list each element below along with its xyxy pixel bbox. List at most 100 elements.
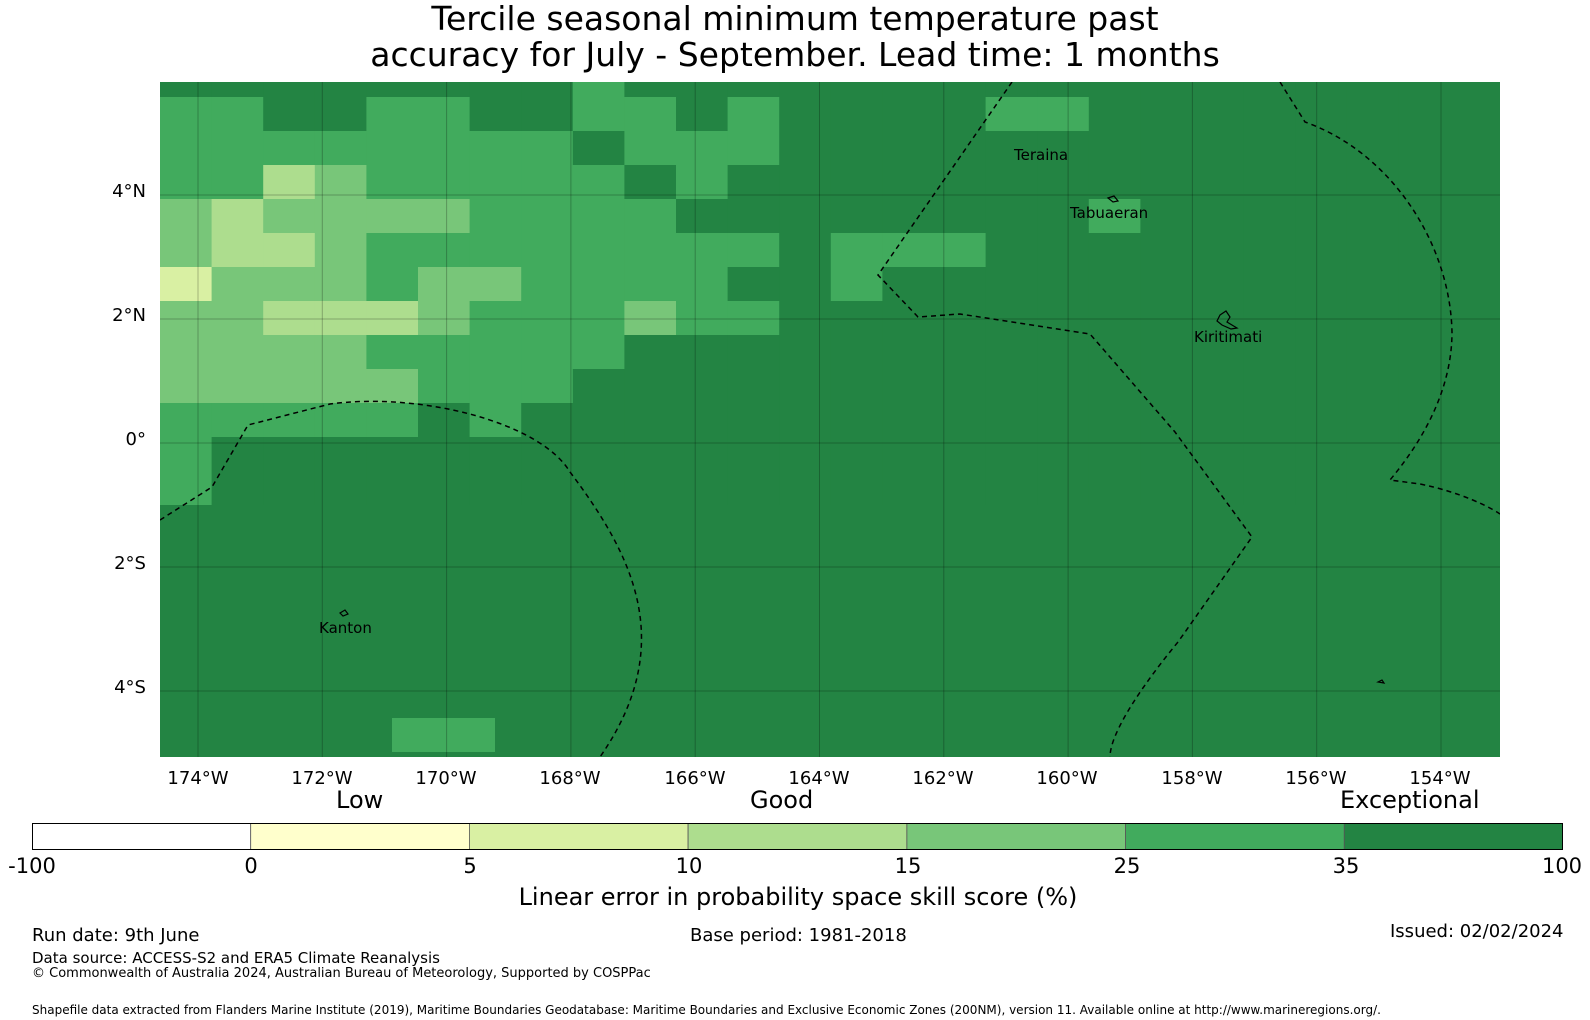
- map-grid-cell: [727, 97, 780, 132]
- map-grid-cell: [985, 335, 1038, 370]
- map-grid-cell: [1295, 437, 1348, 472]
- colorbar-segment: [32, 823, 252, 850]
- map-grid-cell: [1037, 82, 1090, 98]
- map-grid-cell: [882, 131, 935, 166]
- map-grid-cell: [830, 437, 883, 472]
- colorbar-tick-label: 0: [244, 854, 258, 878]
- map-grid-cell: [211, 267, 264, 302]
- map-grid-cell: [1037, 301, 1090, 336]
- map-grid-cell: [211, 97, 264, 132]
- eez-boundary-kiritimati: [1279, 82, 1500, 515]
- colorbar-segment: [1125, 823, 1345, 850]
- map-grid-cell: [1140, 199, 1193, 234]
- map-grid-cell: [572, 82, 625, 98]
- map-grid-cell: [211, 131, 264, 166]
- map-grid-cell: [160, 82, 213, 98]
- map-grid-cell: [160, 437, 213, 472]
- map-grid-cell: [1346, 437, 1399, 472]
- map-grid-cell: [366, 437, 419, 472]
- map-grid-cell: [366, 369, 419, 404]
- map-grid-cell: [1398, 165, 1451, 200]
- map-grid-cell: [1037, 267, 1090, 302]
- map-grid-cell: [1346, 131, 1399, 166]
- map-grid-cell: [469, 165, 522, 200]
- map-grid-cell: [418, 335, 471, 370]
- map-grid-cell: [934, 369, 987, 404]
- map-grid-cell: [1192, 165, 1245, 200]
- map-grid-cell: [985, 369, 1038, 404]
- map-grid-cell: [1140, 471, 1193, 506]
- place-label-kiritimati: Kiritimati: [1194, 328, 1262, 346]
- map-grid-cell: [314, 165, 367, 200]
- map-grid-cell: [160, 267, 213, 302]
- map-grid-cell: [1037, 335, 1090, 370]
- base-period: Base period: 1981-2018: [690, 925, 907, 946]
- map-grid-cell: [211, 403, 264, 438]
- map-grid-cell: [934, 403, 987, 438]
- colorbar-segment: [250, 823, 470, 850]
- map-grid-cell: [1243, 437, 1296, 472]
- map-grid-cell: [1295, 97, 1348, 132]
- map-grid-cell: [882, 233, 935, 268]
- map-grid-cell: [1346, 199, 1399, 234]
- map-grid-cell: [521, 267, 574, 302]
- colorbar-tick-label: 15: [894, 854, 922, 878]
- issued-date: Issued: 02/02/2024: [1390, 921, 1564, 942]
- map-grid-cell: [1192, 369, 1245, 404]
- map-grid-cell: [211, 437, 264, 472]
- map-grid-cell: [1450, 471, 1500, 506]
- map-grid-cell: [830, 369, 883, 404]
- colorbar-border: [32, 823, 1563, 850]
- map-grid-cell: [263, 82, 316, 98]
- map-grid-cell: [160, 97, 213, 132]
- map-grid-cell: [418, 131, 471, 166]
- map-grid-cell: [830, 335, 883, 370]
- map-grid-cell: [934, 335, 987, 370]
- map-grid-cell: [727, 403, 780, 438]
- map-grid-cell: [1346, 335, 1399, 370]
- map-grid-cell: [469, 335, 522, 370]
- map-grid-cell: [1088, 301, 1141, 336]
- map-grid-cell: [572, 267, 625, 302]
- map-grid-cell: [1243, 403, 1296, 438]
- map-grid-cell: [1450, 165, 1500, 200]
- map-grid-cell: [366, 97, 419, 132]
- colorbar-tick-label: 100: [1541, 854, 1583, 878]
- map-grid-cell: [1243, 471, 1296, 506]
- map-grid-cell: [366, 335, 419, 370]
- map-grid-cell: [1088, 369, 1141, 404]
- map-grid-cell: [366, 131, 419, 166]
- map-grid-cell: [314, 199, 367, 234]
- map-grid-cell: [263, 403, 316, 438]
- map-grid-cell: [624, 165, 677, 200]
- map-grid-cell: [160, 199, 213, 234]
- map-grid-cell: [1450, 369, 1500, 404]
- map-grid-cell: [1037, 131, 1090, 166]
- map-grid-cell: [521, 335, 574, 370]
- map-grid-cell: [1088, 437, 1141, 472]
- map-grid-cell: [314, 131, 367, 166]
- map-grid-cell: [572, 437, 625, 472]
- map-grid-cell: [1088, 97, 1141, 132]
- map-grid-cell: [624, 471, 677, 506]
- colorbar-tick-label: 35: [1332, 854, 1360, 878]
- map-grid-cell: [1140, 267, 1193, 302]
- colorbar: [32, 823, 1563, 850]
- map-grid-cell: [469, 199, 522, 234]
- teraina-outline: [1106, 195, 1120, 203]
- map-grid-cell: [1295, 403, 1348, 438]
- map-grid-cell: [1088, 131, 1141, 166]
- map-grid-cell: [418, 369, 471, 404]
- colorbar-segment: [468, 823, 689, 850]
- map-grid-cell: [727, 335, 780, 370]
- map-grid-cell: [314, 471, 367, 506]
- map-grid-cell: [624, 131, 677, 166]
- map-grid-cell: [830, 82, 883, 98]
- colorbar-tick-label: 5: [463, 854, 477, 878]
- map-grid-cell: [366, 471, 419, 506]
- map-grid-cell: [1295, 301, 1348, 336]
- map-grid-cell: [1450, 233, 1500, 268]
- map-grid-cell: [1088, 471, 1141, 506]
- map-grid-cell: [572, 403, 625, 438]
- map-grid-cell: [314, 369, 367, 404]
